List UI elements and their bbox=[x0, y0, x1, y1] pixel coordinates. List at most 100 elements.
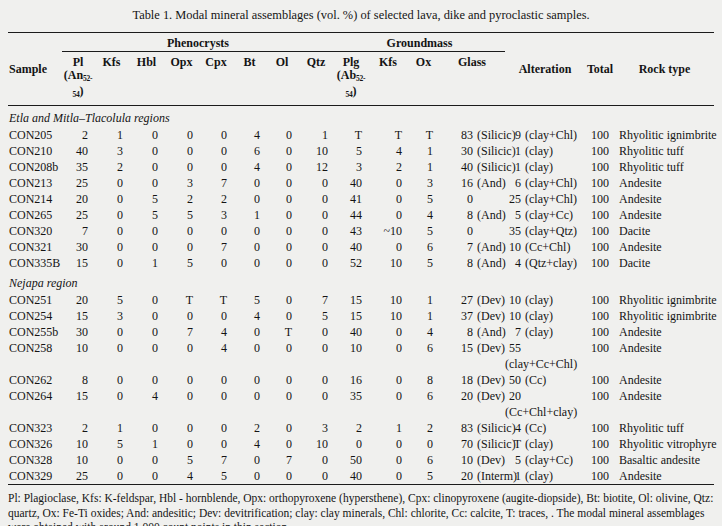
col-plg-composition: (Ab52-54) bbox=[334, 69, 368, 101]
col-sample: Sample bbox=[8, 33, 62, 106]
phenocryst-value: 3 bbox=[199, 207, 233, 223]
phenocryst-value: 0 bbox=[94, 223, 129, 239]
phenocryst-value: 4 bbox=[233, 308, 266, 324]
sample-cell: CON320 bbox=[8, 223, 62, 239]
groundmass-value: 6 bbox=[408, 239, 439, 255]
groundmass-value: 0 bbox=[368, 468, 408, 485]
phenocryst-value: 0 bbox=[199, 436, 233, 452]
total-cell: 100 bbox=[585, 175, 615, 191]
col-alteration: Alteration bbox=[505, 33, 585, 106]
glass-cell: 20(Interm) bbox=[439, 468, 505, 485]
glass-cell: 83(Silicic) bbox=[439, 420, 505, 436]
phenocryst-value: 0 bbox=[94, 191, 129, 207]
phenocryst-value: 0 bbox=[298, 452, 334, 468]
rock-type-cell: Rhyolitic tuff bbox=[615, 159, 714, 175]
phenocryst-value: 4 bbox=[233, 436, 266, 452]
groundmass-value: 0 bbox=[368, 324, 408, 340]
total-cell: 100 bbox=[585, 207, 615, 223]
table-row: CON3232100020321283(Silicic)4(Cc)100Rhyo… bbox=[8, 420, 714, 436]
groundmass-value: 5 bbox=[408, 223, 439, 239]
phenocryst-value: 0 bbox=[94, 468, 129, 485]
phenocryst-value: 0 bbox=[266, 308, 298, 324]
phenocryst-value: T bbox=[199, 292, 233, 308]
rock-type-cell: Rhyolitic ignimbrite bbox=[615, 308, 714, 324]
phenocryst-value: 0 bbox=[199, 255, 233, 271]
sample-cell: CON213 bbox=[8, 175, 62, 191]
sample-cell: CON255b bbox=[8, 324, 62, 340]
phenocryst-value: 0 bbox=[94, 388, 129, 420]
rock-type-cell: Andesite bbox=[615, 388, 714, 420]
glass-cell: 27(Dev) bbox=[439, 292, 505, 308]
phenocryst-value: 0 bbox=[233, 468, 266, 485]
groundmass-value: 15 bbox=[334, 308, 368, 324]
total-cell: 100 bbox=[585, 436, 615, 452]
groundmass-value: 40 bbox=[334, 175, 368, 191]
groundmass-value: T bbox=[408, 127, 439, 143]
groundmass-value: 1 bbox=[408, 143, 439, 159]
col-pl-composition: (An52-54) bbox=[62, 69, 94, 101]
total-cell: 100 bbox=[585, 324, 615, 340]
phenocryst-value: 0 bbox=[164, 127, 199, 143]
total-cell: 100 bbox=[585, 159, 615, 175]
phenocryst-value: 4 bbox=[199, 340, 233, 372]
header-group-row: Sample Phenocrysts Groundmass Alteration… bbox=[8, 33, 714, 52]
glass-cell: 16(And) bbox=[439, 175, 505, 191]
table-body: Etla and Mitla–Tlacolula regionsCON20521… bbox=[8, 106, 714, 485]
col-rock-type: Rock type bbox=[615, 33, 714, 106]
table-row: CON3207000000043~105035(clay+Qtz)100Daci… bbox=[8, 223, 714, 239]
phenocryst-value: 7 bbox=[266, 452, 298, 468]
phenocryst-value: 1 bbox=[94, 127, 129, 143]
phenocryst-value: 0 bbox=[129, 239, 164, 255]
table-row: CON329250045000400520(Interm)1(clay)100A… bbox=[8, 468, 714, 485]
table-row: CON2512050TT5071510127(Dev)10(clay)100Rh… bbox=[8, 292, 714, 308]
section-label: Nejapa region bbox=[8, 271, 714, 292]
phenocryst-value: 0 bbox=[266, 436, 298, 452]
sample-cell: CON208b bbox=[8, 159, 62, 175]
glass-cell: 40(Silicic) bbox=[439, 159, 505, 175]
phenocryst-value: 0 bbox=[164, 372, 199, 388]
col-pl-label: Pl bbox=[62, 55, 94, 69]
phenocryst-value: 5 bbox=[164, 207, 199, 223]
phenocryst-value: 5 bbox=[164, 255, 199, 271]
total-cell: 100 bbox=[585, 239, 615, 255]
phenocryst-value: 20 bbox=[62, 292, 94, 308]
col-glass: Glass bbox=[439, 52, 505, 106]
groundmass-value: 4 bbox=[408, 324, 439, 340]
phenocryst-value: 7 bbox=[199, 239, 233, 255]
phenocryst-value: 5 bbox=[164, 452, 199, 468]
sample-cell: CON323 bbox=[8, 420, 62, 436]
groundmass-value: 0 bbox=[334, 436, 368, 452]
groundmass-value: 41 bbox=[334, 191, 368, 207]
groundmass-value: 40 bbox=[334, 468, 368, 485]
alteration-cell: 10(clay) bbox=[505, 292, 585, 308]
col-opx: Opx bbox=[164, 52, 199, 106]
groundmass-value: 10 bbox=[334, 340, 368, 372]
total-cell: 100 bbox=[585, 420, 615, 436]
total-cell: 100 bbox=[585, 143, 615, 159]
sample-cell: CON262 bbox=[8, 372, 62, 388]
alteration-cell: 55(clay+Cc+Chl) bbox=[505, 340, 585, 372]
table-row: CON208b352000401232140(Silicic)1(clay)10… bbox=[8, 159, 714, 175]
phenocryst-value: 0 bbox=[129, 159, 164, 175]
phenocryst-value: 0 bbox=[266, 159, 298, 175]
rock-type-cell: Rhyolitic tuff bbox=[615, 143, 714, 159]
sample-cell: CON264 bbox=[8, 388, 62, 420]
phenocryst-value: 0 bbox=[199, 308, 233, 324]
phenocryst-value: 15 bbox=[62, 308, 94, 324]
phenocryst-value: 0 bbox=[233, 388, 266, 420]
phenocryst-value: 2 bbox=[164, 191, 199, 207]
total-cell: 100 bbox=[585, 292, 615, 308]
groundmass-value: 43 bbox=[334, 223, 368, 239]
modal-mineral-table: Sample Phenocrysts Groundmass Alteration… bbox=[8, 32, 714, 485]
phenocryst-value: 0 bbox=[266, 255, 298, 271]
groundmass-value: 2 bbox=[408, 420, 439, 436]
phenocryst-value: 1 bbox=[94, 420, 129, 436]
phenocryst-value: 0 bbox=[298, 239, 334, 255]
phenocryst-value: 4 bbox=[199, 324, 233, 340]
phenocryst-value: 0 bbox=[298, 175, 334, 191]
rock-type-cell: Rhyolitic vitrophyre bbox=[615, 436, 714, 452]
phenocryst-value: 1 bbox=[129, 436, 164, 452]
phenocryst-value: 0 bbox=[129, 292, 164, 308]
alteration-cell: 6(clay+Chl) bbox=[505, 175, 585, 191]
rock-type-cell: Andesite bbox=[615, 340, 714, 372]
